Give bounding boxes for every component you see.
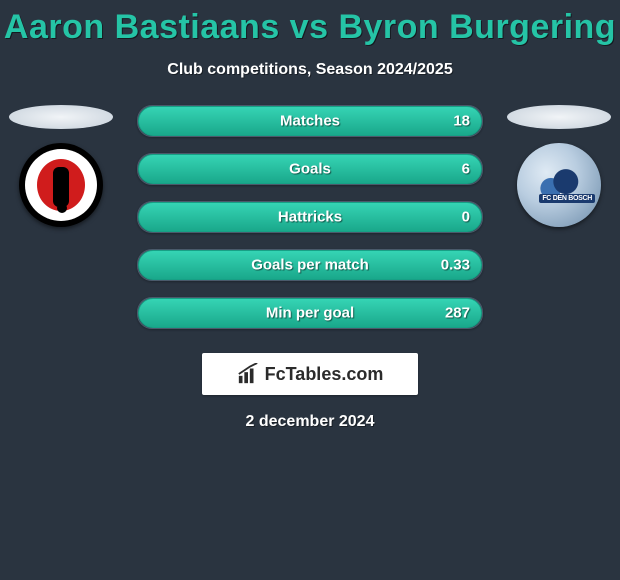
stat-right-value: 18 — [453, 113, 470, 130]
stat-row: Hattricks 0 — [137, 201, 483, 233]
stat-label: Goals per match — [251, 257, 369, 274]
brand-box: FcTables.com — [202, 353, 418, 395]
player-right-ellipse — [507, 105, 611, 129]
brand-text: FcTables.com — [265, 364, 384, 385]
stat-right-value: 6 — [462, 161, 470, 178]
player-left — [6, 103, 116, 227]
player-right-badge-label: FC DEN BOSCH — [539, 194, 595, 203]
stat-label: Goals — [289, 161, 331, 178]
player-right: FC DEN BOSCH — [504, 103, 614, 227]
stat-row: Min per goal 287 — [137, 297, 483, 329]
stat-label: Matches — [280, 113, 340, 130]
player-right-badge: FC DEN BOSCH — [517, 143, 601, 227]
stat-row: Matches 18 — [137, 105, 483, 137]
player-left-badge — [19, 143, 103, 227]
page-subtitle: Club competitions, Season 2024/2025 — [0, 61, 620, 79]
stat-label: Min per goal — [266, 305, 354, 322]
comparison-card: Aaron Bastiaans vs Byron Burgering Club … — [0, 0, 620, 580]
stat-right-value: 0 — [462, 209, 470, 226]
stat-row: Goals per match 0.33 — [137, 249, 483, 281]
stat-label: Hattricks — [278, 209, 342, 226]
page-date: 2 december 2024 — [0, 413, 620, 431]
chart-icon — [237, 363, 259, 385]
stat-right-value: 287 — [445, 305, 470, 322]
page-title: Aaron Bastiaans vs Byron Burgering — [0, 0, 620, 47]
stat-right-value: 0.33 — [441, 257, 470, 274]
stats-list: Matches 18 Goals 6 Hattricks 0 Goals per match… — [137, 103, 483, 329]
stat-row: Goals 6 — [137, 153, 483, 185]
player-left-ellipse — [9, 105, 113, 129]
comparison-body: FC DEN BOSCH Matches 18 Goals 6 Hattricks 0 Go… — [0, 103, 620, 329]
